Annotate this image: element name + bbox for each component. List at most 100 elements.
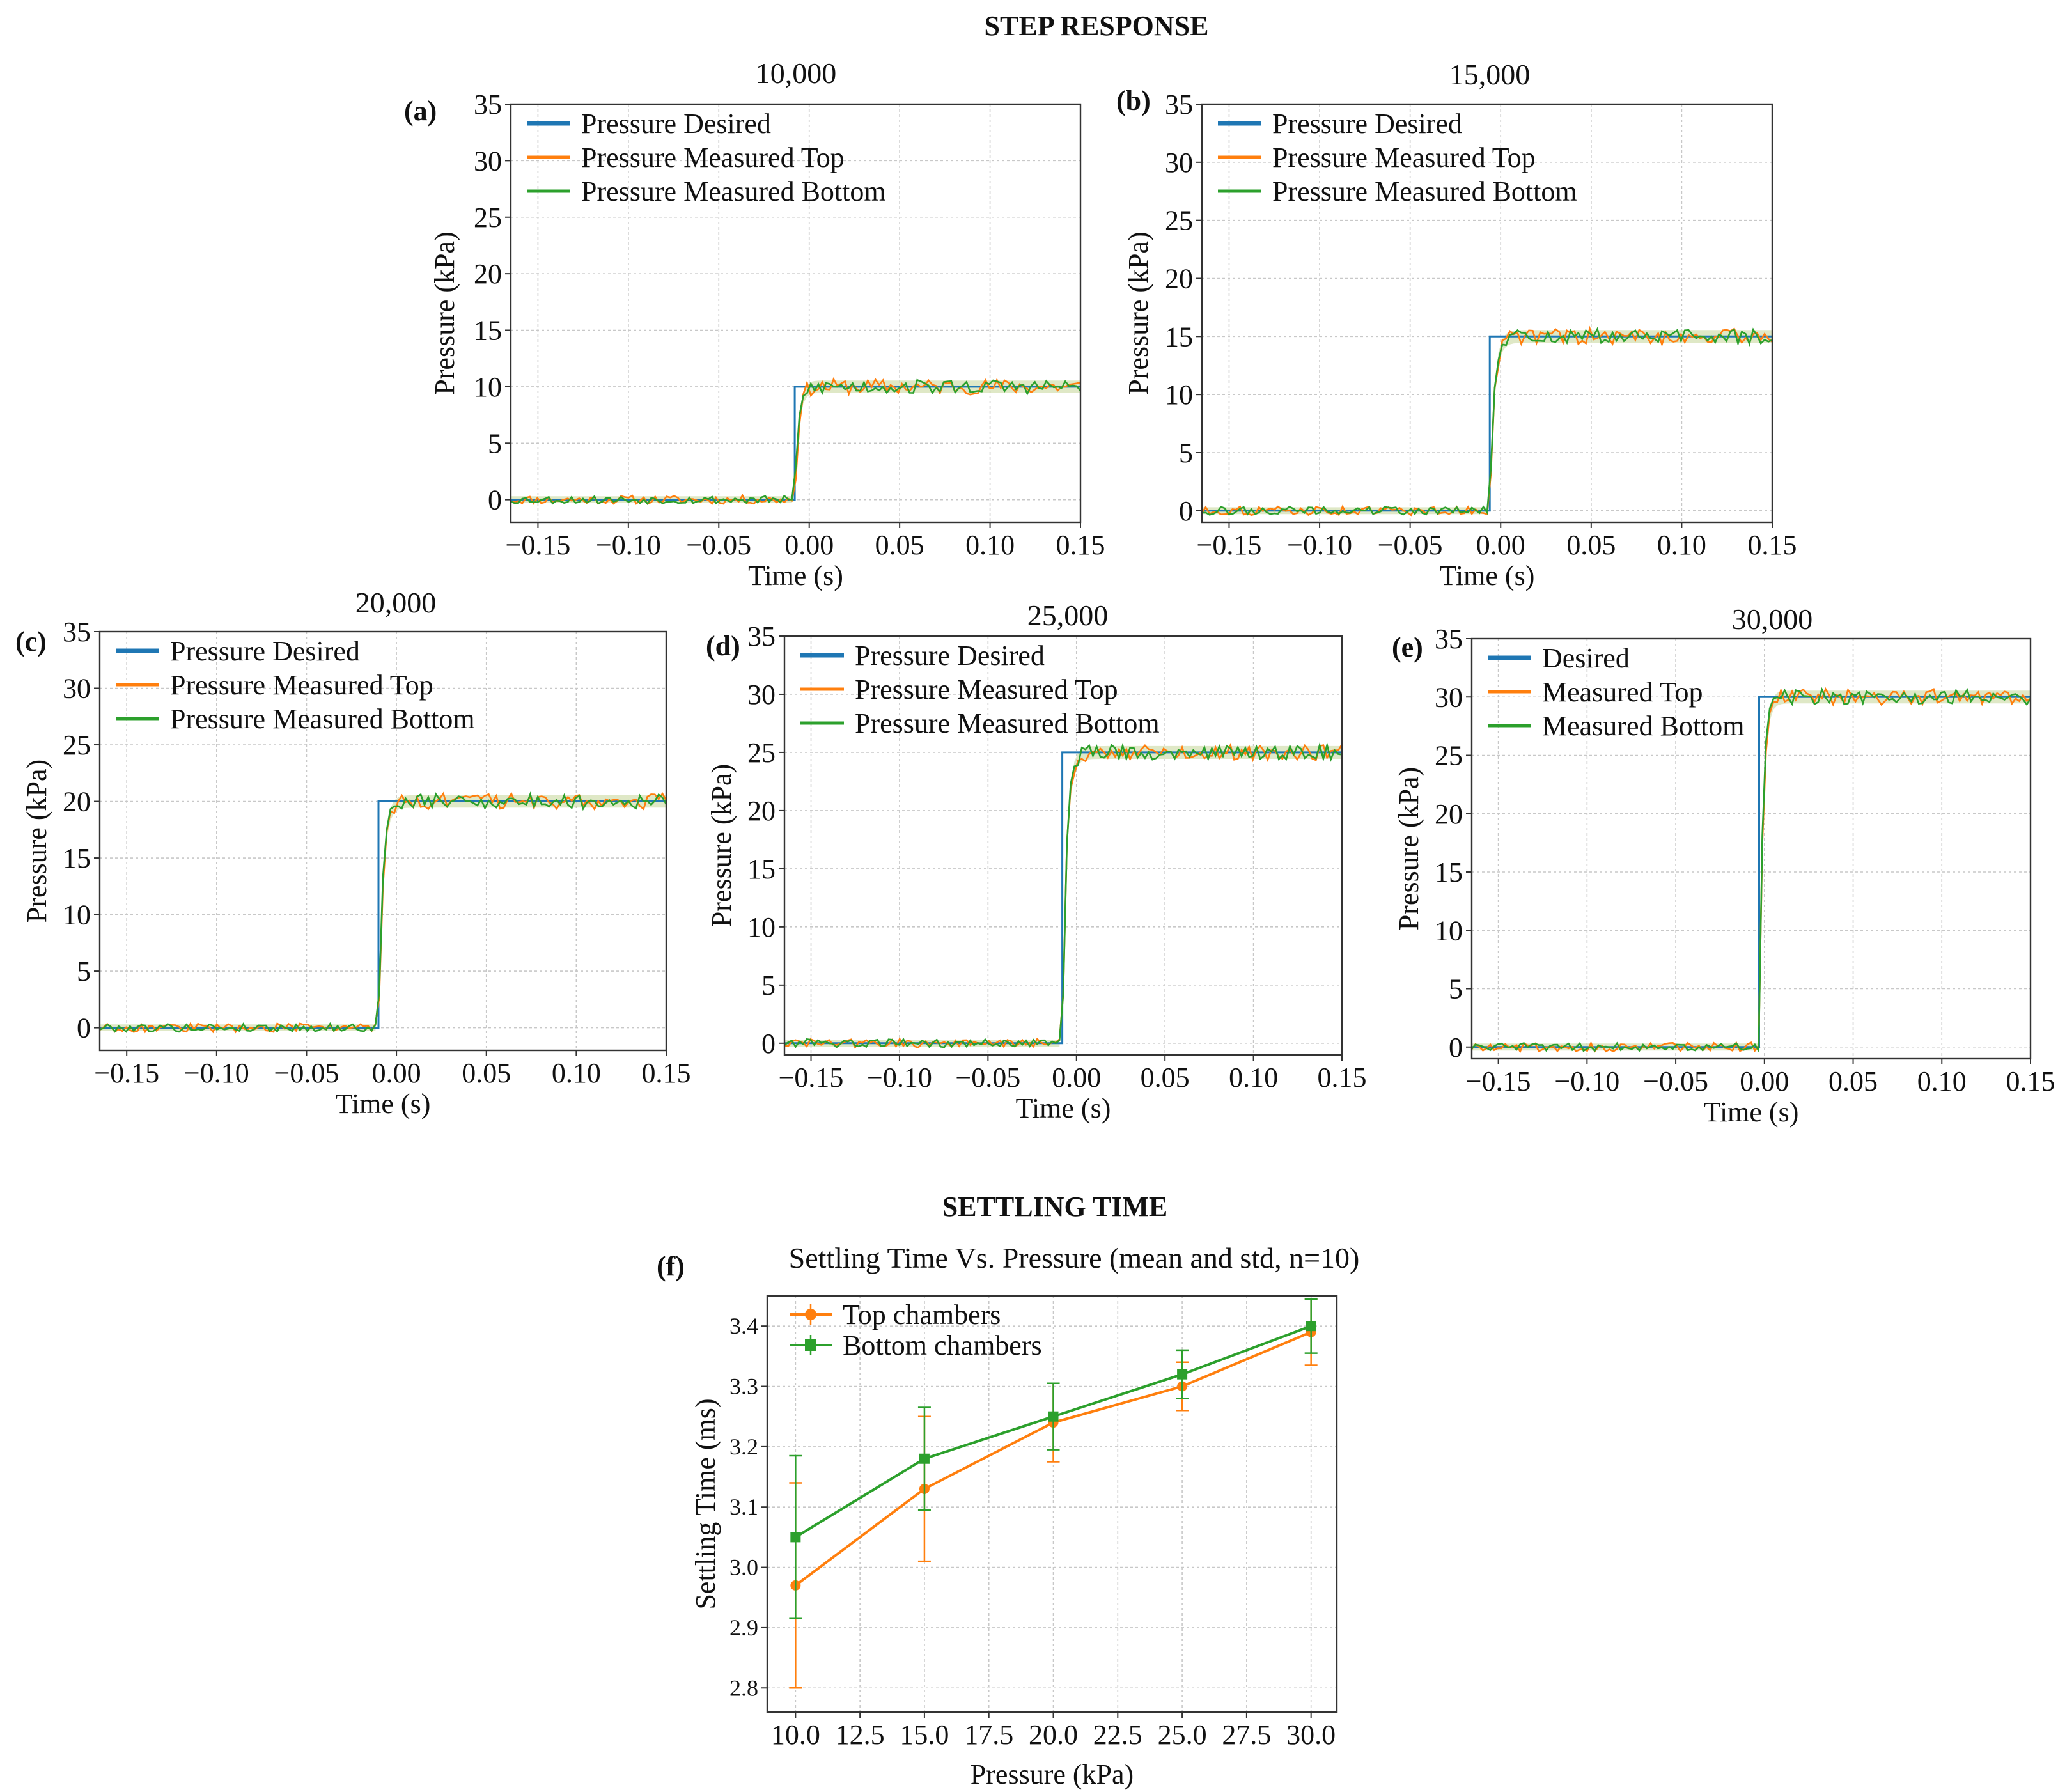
y-tick-label: 5 [761, 970, 776, 1001]
y-axis-label: Pressure (kPa) [429, 231, 460, 394]
x-tick-label: 0.05 [875, 529, 924, 561]
y-tick-label: 30 [63, 673, 91, 705]
legend-label: Pressure Measured Top [170, 669, 433, 701]
y-tick-label: 0 [1179, 495, 1193, 527]
y-tick-label: 5 [77, 956, 91, 987]
x-tick-label: 10.0 [771, 1719, 820, 1750]
panel-title: 15,000 [1449, 58, 1531, 91]
settling-time-title: SETTLING TIME [942, 1191, 1168, 1222]
legend-label: Measured Top [1542, 676, 1703, 708]
y-tick-label: 5 [488, 428, 502, 459]
std-band [1472, 690, 2031, 1051]
y-axis-label: Settling Time (ms) [690, 1398, 721, 1609]
x-tick-label: −0.15 [506, 529, 571, 561]
y-tick-label: 10 [474, 371, 502, 403]
x-tick-label: 0.00 [1052, 1062, 1101, 1093]
panel-title: 20,000 [355, 586, 437, 619]
y-tick-label: 0 [77, 1013, 91, 1044]
y-tick-label: 20 [474, 258, 502, 290]
x-tick-label: 0.15 [1318, 1062, 1367, 1093]
y-tick-label: 3.0 [729, 1555, 758, 1580]
y-tick-label: 5 [1449, 974, 1463, 1005]
data-point-bottom-chambers [1177, 1369, 1188, 1380]
legend-marker-bottom-chambers [805, 1339, 816, 1351]
x-tick-label: 0.05 [1141, 1062, 1190, 1093]
legend-label: Pressure Measured Top [855, 674, 1118, 705]
series-line-pressure-measured-top [510, 377, 1081, 505]
y-axis-label: Pressure (kPa) [1123, 231, 1154, 394]
x-tick-label: 0.10 [1917, 1066, 1967, 1097]
data-point-bottom-chambers [790, 1532, 801, 1543]
x-tick-label: 20.0 [1029, 1719, 1078, 1750]
legend-marker-top-chambers [805, 1309, 816, 1320]
y-tick-label: 35 [747, 621, 776, 652]
x-tick-label: 0.10 [965, 529, 1015, 561]
legend-label: Pressure Desired [1272, 108, 1462, 139]
panel-c-step-response-20000: −0.15 −0.10 −0.05 0.00 0.05 0.10 0.15 0 5 10 15 20 2… [15, 586, 691, 1119]
panel-label: (a) [404, 95, 437, 127]
y-tick-label: 35 [474, 89, 502, 120]
x-tick-label: 12.5 [836, 1719, 885, 1750]
x-tick-label: −0.05 [1378, 529, 1443, 561]
y-tick-label: 10 [63, 900, 91, 931]
y-tick-label: 25 [1165, 205, 1193, 237]
y-tick-label: 10 [747, 912, 776, 943]
y-tick-label: 3.2 [729, 1434, 758, 1460]
y-tick-label: 3.4 [729, 1313, 758, 1339]
y-tick-label: 30 [747, 679, 776, 710]
std-band [100, 795, 666, 1031]
x-tick-label: 0.15 [642, 1057, 691, 1089]
legend-label-top-chambers: Top chambers [843, 1299, 1001, 1330]
legend-label: Pressure Desired [170, 635, 360, 667]
y-axis-label: Pressure (kPa) [706, 764, 737, 927]
x-tick-label: 0.15 [1056, 529, 1105, 561]
x-tick-label: −0.10 [1287, 529, 1352, 561]
x-tick-label: 0.10 [1229, 1062, 1278, 1093]
y-tick-label: 20 [1435, 799, 1463, 830]
std-band [1202, 330, 1772, 515]
x-tick-label: 0.10 [1657, 529, 1706, 561]
y-tick-label: 0 [488, 485, 502, 516]
step-response-title: STEP RESPONSE [985, 10, 1209, 42]
y-tick-label: 25 [474, 202, 502, 233]
legend-label: Pressure Measured Top [581, 142, 845, 173]
x-tick-label: 0.10 [552, 1057, 601, 1089]
legend-label: Pressure Desired [855, 640, 1045, 671]
x-tick-label: 30.0 [1286, 1719, 1336, 1750]
legend-label: Pressure Measured Top [1272, 142, 1536, 173]
y-tick-label: 30 [1435, 682, 1463, 713]
x-tick-label: 25.0 [1158, 1719, 1207, 1750]
y-tick-label: 30 [1165, 147, 1193, 178]
y-tick-label: 5 [1179, 437, 1193, 469]
x-axis-label: Time (s) [336, 1088, 431, 1119]
panel-d-step-response-25000: −0.15 −0.10 −0.05 0.00 0.05 0.10 0.15 0 5 10 15 20 2… [706, 599, 1367, 1124]
x-tick-label: 0.00 [784, 529, 834, 561]
y-tick-label: 35 [1165, 89, 1193, 120]
data-point-bottom-chambers [1048, 1411, 1059, 1422]
panel-label: (c) [15, 626, 47, 657]
panel-b-step-response-15000: −0.15 −0.10 −0.05 0.00 0.05 0.10 0.15 0 5 10 15 20 2… [1116, 58, 1797, 591]
legend-label: Pressure Measured Bottom [581, 176, 886, 207]
panel-f-settling-time: 10.0 12.5 15.0 17.5 20.0 22.5 25.0 27.5 30.0 2.8 2… [657, 1242, 1359, 1790]
panel-title: 10,000 [756, 57, 837, 90]
x-tick-label: −0.10 [596, 529, 661, 561]
panel-label: (e) [1392, 632, 1423, 663]
y-tick-label: 25 [63, 729, 91, 761]
y-tick-label: 3.1 [729, 1494, 758, 1520]
x-tick-label: −0.15 [1197, 529, 1262, 561]
series-line-pressure-measured-bottom [510, 378, 1082, 506]
series-line-pressure-measured-bottom [1471, 687, 2032, 1054]
y-tick-label: 15 [474, 315, 502, 347]
panel-title: Settling Time Vs. Pressure (mean and std… [789, 1242, 1360, 1274]
legend-label: Desired [1542, 643, 1630, 674]
plot-frame [1470, 637, 2032, 1060]
data-point-bottom-chambers [919, 1453, 930, 1464]
x-tick-label: −0.10 [184, 1057, 249, 1089]
series-line-pressure-measured-bottom [99, 791, 667, 1033]
y-tick-label: 25 [747, 737, 776, 768]
y-tick-label: 2.9 [729, 1615, 758, 1640]
x-tick-label: 0.00 [1740, 1066, 1789, 1097]
y-tick-label: 2.8 [729, 1675, 758, 1701]
x-tick-label: −0.10 [1554, 1066, 1619, 1097]
legend-label: Pressure Measured Bottom [170, 703, 475, 735]
